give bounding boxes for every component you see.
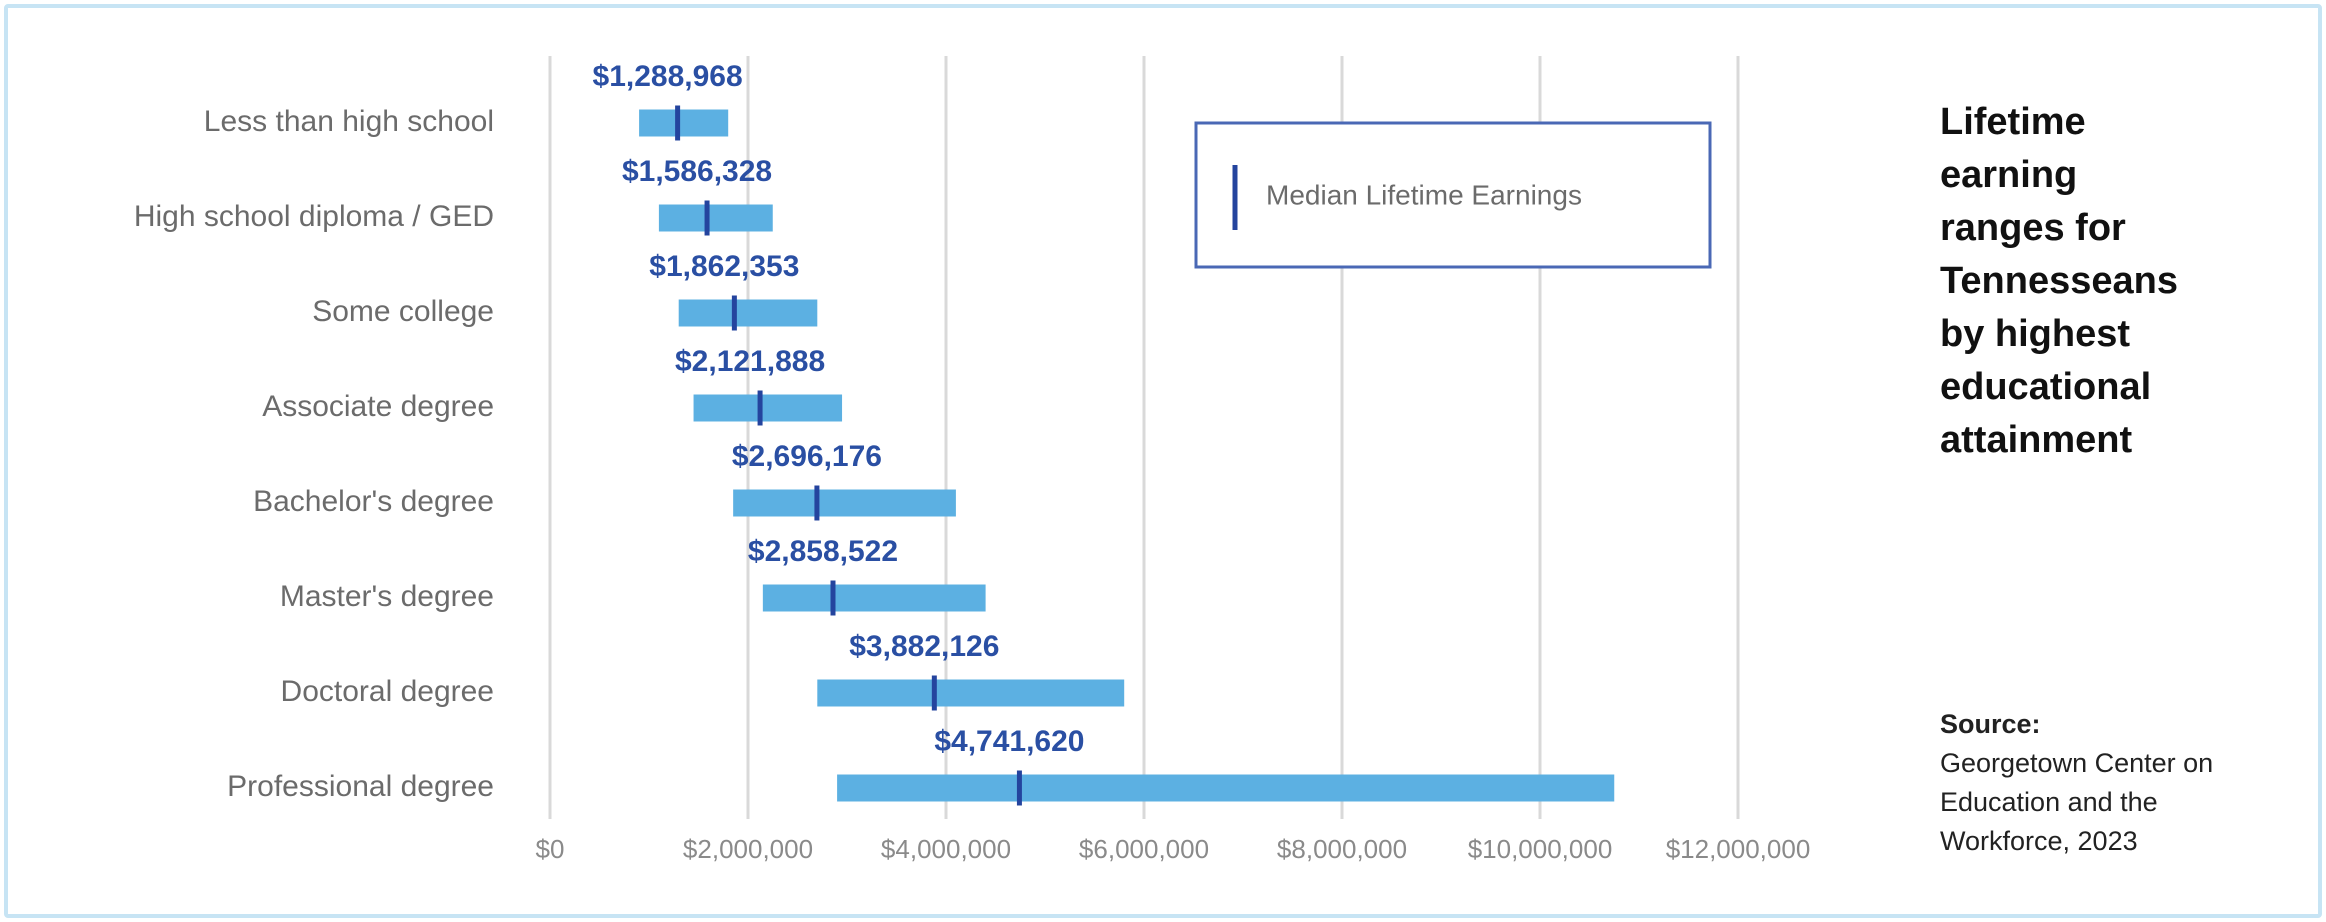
- range-bar: [837, 774, 1615, 802]
- category-label: Master's degree: [280, 580, 494, 613]
- range-bar: [639, 109, 729, 137]
- value-label: $2,121,888: [675, 345, 825, 378]
- range-bar: [817, 679, 1125, 707]
- range-bar: [678, 299, 818, 327]
- category-label: Bachelor's degree: [253, 485, 494, 518]
- category-label: Less than high school: [204, 105, 494, 138]
- range-bar: [762, 584, 986, 612]
- value-label: $1,862,353: [649, 250, 799, 283]
- source-label: Source:: [1940, 709, 2041, 739]
- category-label: Professional degree: [227, 770, 494, 803]
- x-tick-label: $2,000,000: [683, 834, 813, 864]
- x-tick-label: $12,000,000: [1666, 834, 1811, 864]
- category-label: Some college: [312, 295, 494, 328]
- x-tick-label: $0: [536, 834, 565, 864]
- source-text: Georgetown Center on Education and the W…: [1940, 748, 2214, 856]
- x-tick-label: $4,000,000: [881, 834, 1011, 864]
- category-label: High school diploma / GED: [134, 200, 494, 233]
- value-label: $3,882,126: [849, 630, 999, 663]
- x-tick-label: $8,000,000: [1277, 834, 1407, 864]
- value-label: $1,586,328: [622, 155, 772, 188]
- legend-box: [1194, 121, 1712, 269]
- value-label: $1,288,968: [593, 60, 743, 93]
- category-label: Associate degree: [262, 390, 494, 423]
- legend-label: Median Lifetime Earnings: [1266, 179, 1582, 210]
- range-bar: [733, 489, 956, 517]
- range-bar: [693, 394, 843, 422]
- category-label: Doctoral degree: [281, 675, 494, 708]
- x-tick-label: $10,000,000: [1468, 834, 1613, 864]
- value-label: $4,741,620: [934, 725, 1084, 758]
- frame: [4, 4, 2322, 918]
- range-bar: [658, 204, 773, 232]
- value-label: $2,858,522: [748, 535, 898, 568]
- value-label: $2,696,176: [732, 440, 882, 473]
- x-tick-label: $6,000,000: [1079, 834, 1209, 864]
- source: Source: Georgetown Center on Education a…: [1940, 705, 2270, 861]
- chart-title: Lifetime earning ranges for Tennesseans …: [1940, 101, 2178, 461]
